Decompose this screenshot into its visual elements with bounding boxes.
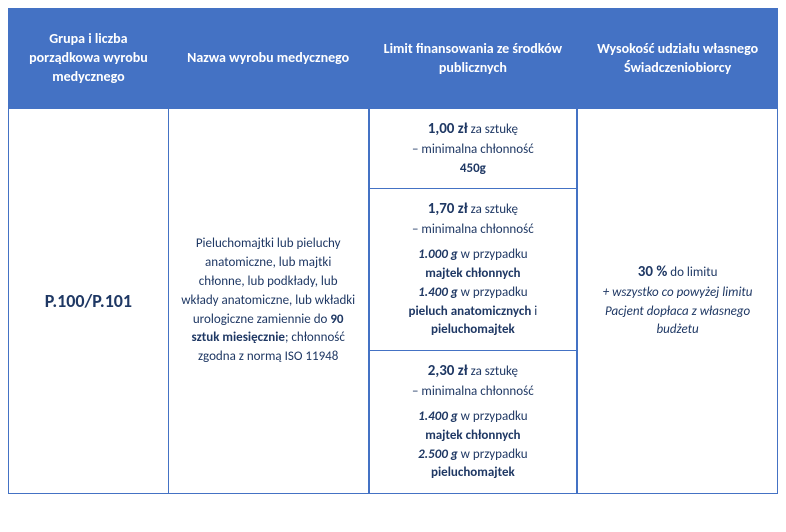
limit3-unit: za sztukę	[468, 364, 518, 379]
limit3-t1: w przypadku	[458, 409, 528, 424]
body-row: P.100/P.101 Pieluchomajtki lub pieluchy …	[9, 109, 778, 494]
share-note: + wszystko co powyżej limitu Pacjent dop…	[603, 285, 753, 338]
limit3-desc: – minimalna chłonność	[412, 384, 534, 399]
limit1-desc: – minimalna chłonność	[412, 142, 534, 157]
limit3-price: 2,30 zł	[428, 362, 468, 380]
limit3-w1: 1.400 g	[418, 409, 458, 424]
limit-row-1: 1,00 zł za sztukę – minimalna chłonność …	[369, 109, 578, 188]
share-suffix: do limitu	[667, 265, 717, 280]
limit-cell: 1,00 zł za sztukę – minimalna chłonność …	[368, 109, 578, 494]
limit2-w2: 1.400 g	[418, 285, 458, 300]
limit-row-3: 2,30 zł za sztukę – minimalna chłonność …	[369, 350, 578, 493]
group-code: P.100/P.101	[45, 290, 132, 312]
limit2-w1: 1.000 g	[418, 247, 458, 262]
limit2-and: i	[531, 304, 537, 319]
limit1-unit: za sztukę	[468, 122, 518, 137]
header-group: Grupa i liczba porządkowa wyrobu medyczn…	[9, 9, 169, 109]
limit2-unit: za sztukę	[468, 202, 518, 217]
limit1-price: 1,00 zł	[428, 120, 468, 138]
limit3-t2: w przypadku	[458, 447, 528, 462]
share-cell: 30 % do limitu + wszystko co powyżej lim…	[578, 109, 778, 494]
limit3-w2: 2.500 g	[418, 447, 458, 462]
limit3-b1: majtek chłonnych	[425, 428, 520, 443]
limit2-b3: pieluchomajtek	[431, 322, 515, 337]
share-percent: 30 %	[638, 263, 668, 281]
limit-row-2: 1,70 zł za sztukę – minimalna chłonność …	[369, 188, 578, 350]
header-name: Nazwa wyrobu medycznego	[168, 9, 368, 109]
limit3-b2: pieluchomajtek	[431, 465, 515, 480]
limit2-b2: pieluch anatomicznych	[408, 304, 531, 319]
limit2-price: 1,70 zł	[428, 200, 468, 218]
limit2-b1: majtek chłonnych	[425, 266, 520, 281]
limit2-t1: w przypadku	[458, 247, 528, 262]
limit2-desc: – minimalna chłonność	[412, 222, 534, 237]
header-row: Grupa i liczba porządkowa wyrobu medyczn…	[9, 9, 778, 109]
product-name-cell: Pieluchomajtki lub pieluchy anatomiczne,…	[168, 109, 368, 494]
reimbursement-table: Grupa i liczba porządkowa wyrobu medyczn…	[8, 8, 778, 494]
group-code-cell: P.100/P.101	[9, 109, 169, 494]
header-share: Wysokość udziału własnego Świadczeniobio…	[578, 9, 778, 109]
header-limit: Limit finansowania ze środków publicznyc…	[368, 9, 578, 109]
limit2-t2: w przypadku	[458, 285, 528, 300]
limit1-weight: 450g	[460, 161, 486, 176]
